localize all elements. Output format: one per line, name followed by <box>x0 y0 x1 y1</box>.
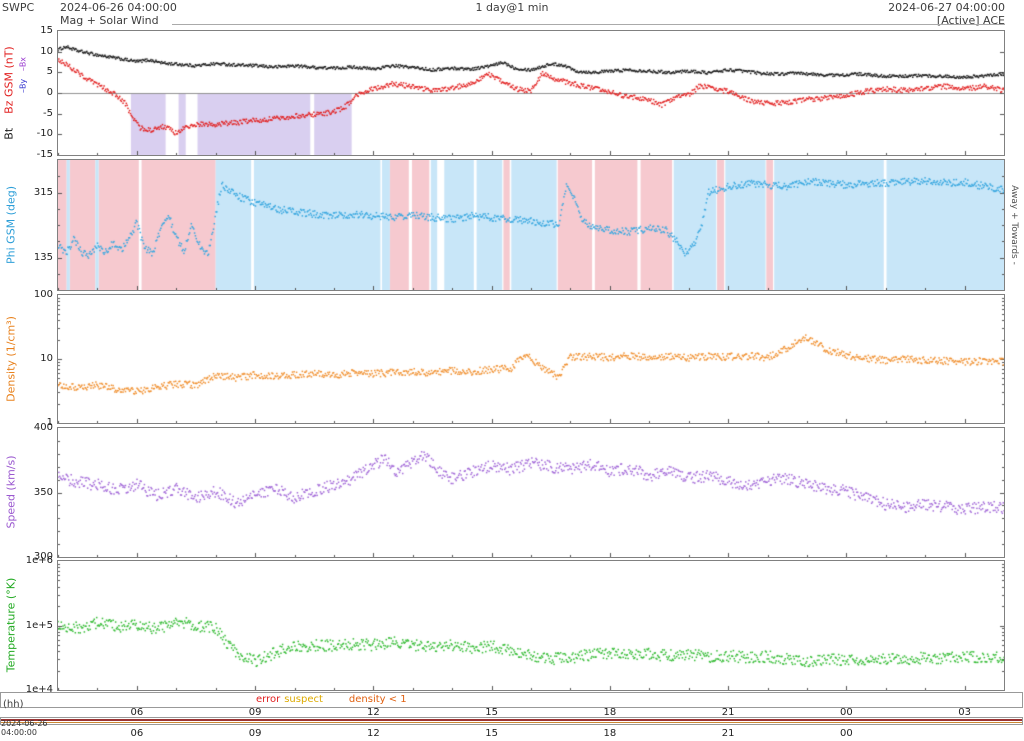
mag-plot-canvas <box>58 31 1004 155</box>
x-tick-label: 18 <box>603 707 617 718</box>
y-tick-label: 135 <box>33 251 53 263</box>
y-tick-label: 10 <box>40 353 53 364</box>
y-tick-label: 315 <box>33 186 53 198</box>
x-tick-label: 21 <box>721 728 735 739</box>
y-tick-label: -10 <box>36 128 53 140</box>
legend-error: error <box>256 694 281 705</box>
y-tick-label: 1e+6 <box>25 555 53 566</box>
bottom-start-time: 04:00:00 <box>1 728 37 737</box>
legend-density-1: density < 1 <box>348 694 407 705</box>
y-tick-label: -5 <box>43 107 53 119</box>
panel-phi <box>57 159 1005 291</box>
y-tick-label: 100 <box>33 289 53 300</box>
x-tick-label: 06 <box>130 707 144 718</box>
plot-title: Mag + Solar Wind <box>60 14 159 27</box>
start-datetime: 2024-06-26 04:00:00 <box>60 1 177 14</box>
x-tick-label: 03 <box>958 707 971 718</box>
panel-mag <box>57 30 1005 156</box>
speed-plot-canvas <box>58 428 1004 557</box>
data-status-strip <box>0 717 1023 725</box>
y-tick-label: 1 <box>46 417 53 428</box>
bottom-start-date: 2024-06-26 <box>1 719 48 728</box>
status-source: [Active] ACE <box>936 14 1005 27</box>
y-tick-label: 350 <box>33 486 53 498</box>
x-tick-label: 06 <box>130 728 144 739</box>
x-tick-label: 09 <box>248 728 262 739</box>
flag-legend-items: error suspect density < 1 <box>256 694 407 705</box>
x-tick-label: 00 <box>839 707 853 718</box>
y-tick-label: 0 <box>46 87 53 98</box>
density-plot-canvas <box>58 295 1004 423</box>
x-tick-label: 15 <box>485 728 498 739</box>
panel-density <box>57 294 1005 424</box>
x-tick-label: 09 <box>248 707 262 718</box>
panel-speed <box>57 427 1005 558</box>
x-tick-label: 00 <box>839 728 853 739</box>
phi-plot-canvas <box>58 160 1004 290</box>
y-tick-label: 5 <box>46 66 53 78</box>
away-towards-label: Away + Towards - <box>1009 185 1019 265</box>
y-tick-label: 10 <box>40 45 53 57</box>
x-axis-row-2: 06 09 12 15 18 21 00 <box>0 728 1024 740</box>
flag-legend-strip: error suspect density < 1 <box>0 692 1023 708</box>
x-axis-row-1: 06 09 12 15 18 21 00 03 <box>0 707 1024 719</box>
y-tick-label: 15 <box>40 25 53 36</box>
y-tick-label: 400 <box>33 422 53 433</box>
x-axis-unit-label: (hh) <box>3 699 24 710</box>
y-tick-label: -15 <box>36 149 53 160</box>
x-tick-label: 15 <box>485 707 498 718</box>
legend-suspect: suspect <box>284 694 323 705</box>
panel-temperature <box>57 560 1005 691</box>
end-datetime: 2024-06-27 04:00:00 <box>888 1 1005 14</box>
y-tick-label: 300 <box>33 551 53 562</box>
resolution-label: 1 day@1 min <box>475 1 549 14</box>
app-name: SWPC <box>2 1 35 14</box>
x-tick-label: 18 <box>603 728 617 739</box>
y-tick-label: 1e+4 <box>25 684 53 695</box>
temperature-plot-canvas <box>58 561 1004 690</box>
y-tick-label: 1e+5 <box>25 619 53 631</box>
x-tick-label: 12 <box>366 707 380 718</box>
x-tick-label: 12 <box>366 728 380 739</box>
header-rule <box>172 24 1005 25</box>
x-tick-label: 21 <box>721 707 735 718</box>
